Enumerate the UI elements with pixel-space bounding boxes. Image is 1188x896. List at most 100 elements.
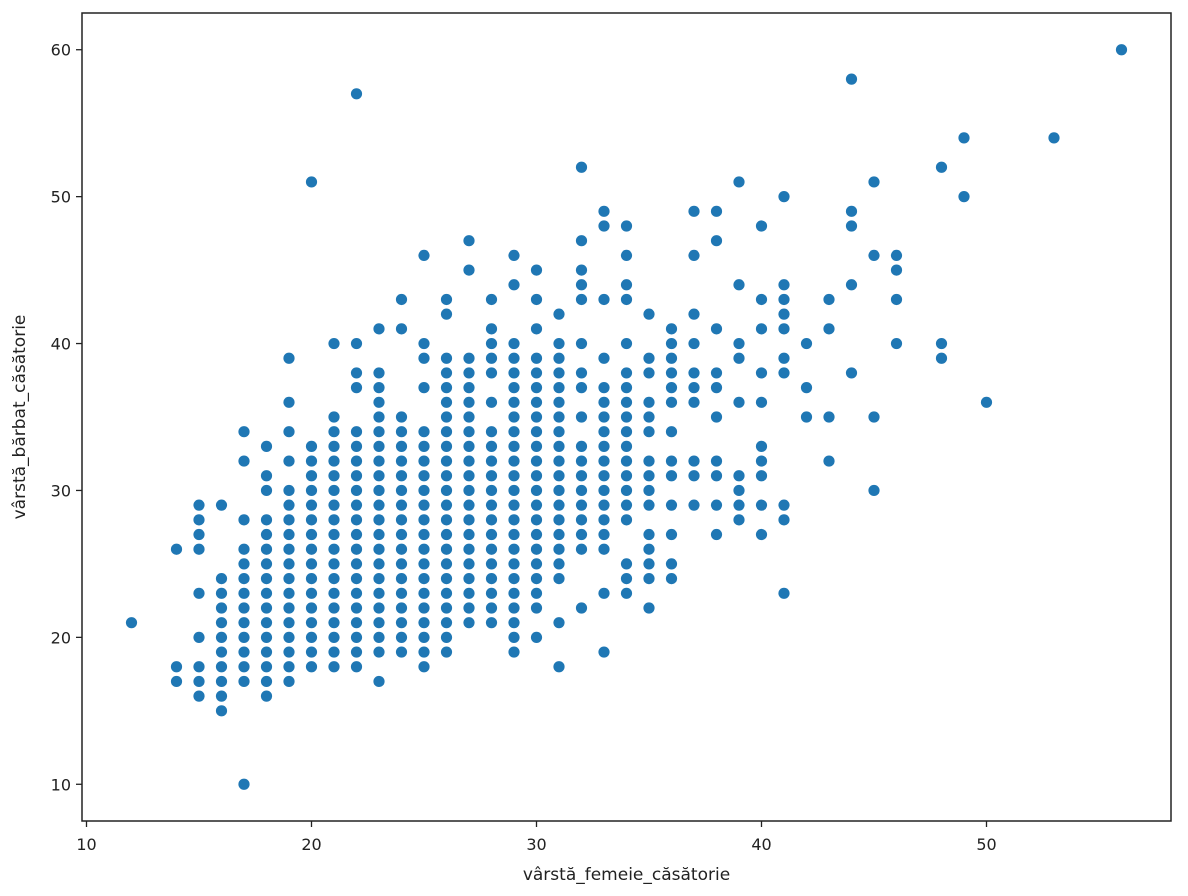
data-point bbox=[778, 352, 790, 364]
data-point bbox=[755, 323, 768, 335]
data-point bbox=[508, 455, 520, 467]
data-point bbox=[485, 396, 498, 408]
data-point bbox=[485, 293, 498, 306]
data-point bbox=[508, 573, 520, 585]
data-point bbox=[890, 264, 903, 276]
data-point bbox=[283, 352, 295, 364]
data-point bbox=[598, 426, 610, 438]
data-point bbox=[598, 484, 610, 497]
data-point bbox=[575, 382, 588, 394]
data-point bbox=[643, 396, 655, 408]
data-point bbox=[305, 646, 318, 658]
data-point bbox=[373, 558, 385, 570]
data-point bbox=[305, 176, 318, 188]
data-point bbox=[485, 528, 498, 541]
data-point bbox=[350, 426, 363, 438]
data-point bbox=[553, 617, 565, 629]
data-point bbox=[305, 617, 318, 629]
data-point bbox=[260, 543, 273, 555]
data-point bbox=[778, 293, 790, 306]
data-point bbox=[508, 279, 520, 291]
data-point bbox=[620, 426, 633, 438]
data-point bbox=[710, 470, 723, 482]
data-point bbox=[598, 470, 610, 482]
data-point bbox=[508, 411, 520, 423]
data-point bbox=[238, 455, 250, 467]
data-point bbox=[598, 396, 610, 408]
data-point bbox=[800, 337, 813, 350]
data-point bbox=[373, 646, 385, 658]
data-point bbox=[373, 411, 385, 423]
data-point bbox=[440, 499, 453, 511]
data-point bbox=[328, 617, 340, 629]
data-point bbox=[283, 675, 295, 688]
data-point bbox=[710, 367, 723, 379]
data-point bbox=[395, 323, 408, 335]
data-point bbox=[418, 440, 430, 452]
data-point bbox=[373, 528, 385, 541]
data-point bbox=[553, 573, 565, 585]
data-point bbox=[418, 543, 430, 555]
data-point bbox=[665, 558, 678, 570]
data-point bbox=[508, 543, 520, 555]
x-axis-ticks: 10 20 30 40 50 bbox=[76, 821, 997, 854]
data-point bbox=[373, 587, 385, 599]
data-point bbox=[485, 426, 498, 438]
data-point bbox=[778, 587, 790, 599]
data-point bbox=[418, 352, 430, 364]
data-point bbox=[305, 631, 318, 643]
data-point bbox=[598, 646, 610, 658]
data-point bbox=[868, 484, 880, 497]
data-point bbox=[418, 602, 430, 614]
data-point bbox=[530, 470, 543, 482]
data-point bbox=[553, 514, 565, 526]
data-point bbox=[530, 602, 543, 614]
data-point bbox=[553, 308, 565, 320]
data-point bbox=[463, 470, 475, 482]
data-point bbox=[575, 411, 588, 423]
data-point bbox=[373, 323, 385, 335]
data-point bbox=[508, 396, 520, 408]
data-point bbox=[620, 279, 633, 291]
data-point bbox=[598, 220, 610, 232]
data-point bbox=[553, 499, 565, 511]
data-point bbox=[733, 484, 745, 497]
data-point bbox=[755, 470, 768, 482]
data-point bbox=[463, 367, 475, 379]
data-point bbox=[553, 455, 565, 467]
data-point bbox=[620, 558, 633, 570]
data-point bbox=[328, 337, 340, 350]
data-point bbox=[530, 440, 543, 452]
data-point bbox=[328, 484, 340, 497]
data-point bbox=[553, 558, 565, 570]
data-point bbox=[485, 587, 498, 599]
data-point bbox=[283, 514, 295, 526]
data-point bbox=[373, 631, 385, 643]
data-point bbox=[575, 264, 588, 276]
data-point bbox=[508, 382, 520, 394]
data-point bbox=[463, 264, 475, 276]
data-point bbox=[485, 617, 498, 629]
data-point bbox=[958, 132, 970, 144]
data-point bbox=[440, 396, 453, 408]
data-point bbox=[328, 411, 340, 423]
data-point bbox=[305, 440, 318, 452]
data-point bbox=[575, 602, 588, 614]
data-point bbox=[665, 470, 678, 482]
data-point bbox=[238, 426, 250, 438]
data-point bbox=[238, 573, 250, 585]
data-point bbox=[868, 249, 880, 261]
data-point bbox=[260, 690, 273, 702]
data-point bbox=[418, 499, 430, 511]
data-point bbox=[215, 675, 228, 688]
data-point bbox=[440, 411, 453, 423]
data-point bbox=[845, 279, 858, 291]
data-point bbox=[553, 440, 565, 452]
data-point bbox=[530, 323, 543, 335]
data-point bbox=[238, 675, 250, 688]
data-point bbox=[373, 602, 385, 614]
y-tick-label: 50 bbox=[51, 188, 71, 207]
data-point bbox=[620, 587, 633, 599]
data-point bbox=[350, 382, 363, 394]
data-point bbox=[395, 455, 408, 467]
